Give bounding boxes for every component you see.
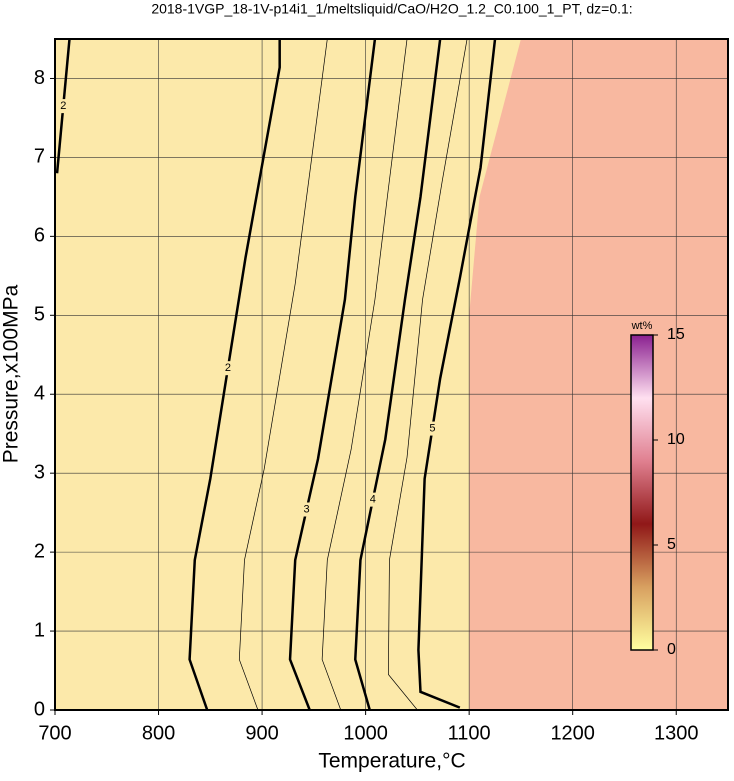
x-tick-label: 1200 [550, 722, 595, 744]
contour-label: 3 [304, 503, 310, 515]
plot-area: 2 2 3 4 5 [55, 39, 728, 710]
contour-label-bg [58, 99, 69, 114]
colorbar-label: wt% [631, 320, 653, 332]
contour-label: 5 [429, 422, 435, 434]
y-tick-label: 6 [34, 225, 45, 247]
colorbar [630, 334, 654, 651]
y-tick-label: 2 [34, 540, 45, 562]
y-tick-label: 4 [34, 383, 45, 405]
y-tick-label: 0 [34, 698, 45, 720]
y-tick-label: 5 [34, 304, 45, 326]
contour-label: 2 [225, 362, 231, 374]
y-tick-label: 7 [34, 146, 45, 168]
x-tick-label: 700 [38, 722, 71, 744]
contour-label-bg [427, 421, 438, 436]
contour-label: 4 [370, 494, 376, 506]
contour-line [288, 39, 377, 710]
x-tick-label: 1000 [343, 722, 388, 744]
contour-label-bg [367, 492, 378, 507]
x-tick-label: 1300 [654, 722, 699, 744]
contour-label-bg [301, 502, 312, 517]
contour-line [388, 39, 468, 710]
colorbar-tick-label: 0 [667, 641, 676, 658]
y-axis-label: Pressure,x100MPa [0, 284, 23, 463]
contour-label: 2 [60, 100, 66, 112]
colorbar-tick-label: 15 [667, 326, 685, 343]
x-tick-label: 1100 [448, 722, 491, 744]
x-tick-label: 800 [142, 722, 175, 744]
contour-line [354, 39, 442, 710]
plot-frame [54, 38, 729, 711]
y-tick-label: 8 [34, 67, 45, 89]
contour-label-bg [222, 361, 233, 376]
x-tick-label: 900 [245, 722, 278, 744]
colorbar-tick-label: 5 [667, 536, 676, 553]
chart-title: 2018-1VGP_18-1V-p14i1_1/meltsliquid/CaO/… [151, 1, 632, 17]
x-axis-label: Temperature,°C [318, 750, 465, 773]
y-tick-label: 1 [34, 619, 45, 641]
y-tick-label: 3 [34, 461, 45, 483]
contour-line [238, 39, 328, 710]
region [469, 39, 728, 710]
contour-line [321, 39, 408, 710]
colorbar-tick-label: 10 [667, 431, 685, 448]
